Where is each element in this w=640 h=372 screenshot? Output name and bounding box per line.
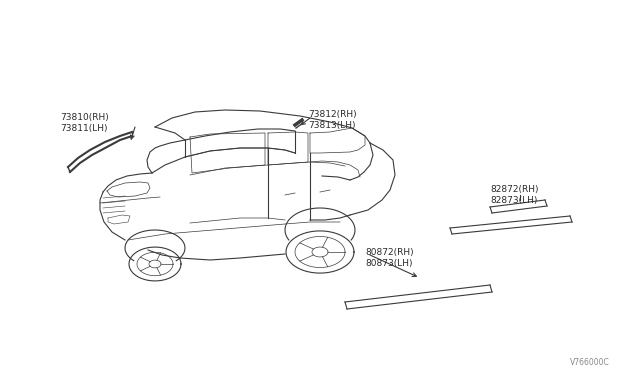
Text: 73812(RH)
73813(LH): 73812(RH) 73813(LH) [308,110,356,130]
Text: 82872(RH)
82873(LH): 82872(RH) 82873(LH) [490,185,538,205]
Text: 80872(RH)
80873(LH): 80872(RH) 80873(LH) [365,248,413,268]
Text: 73810(RH)
73811(LH): 73810(RH) 73811(LH) [60,113,109,133]
Text: V766000C: V766000C [570,358,610,367]
